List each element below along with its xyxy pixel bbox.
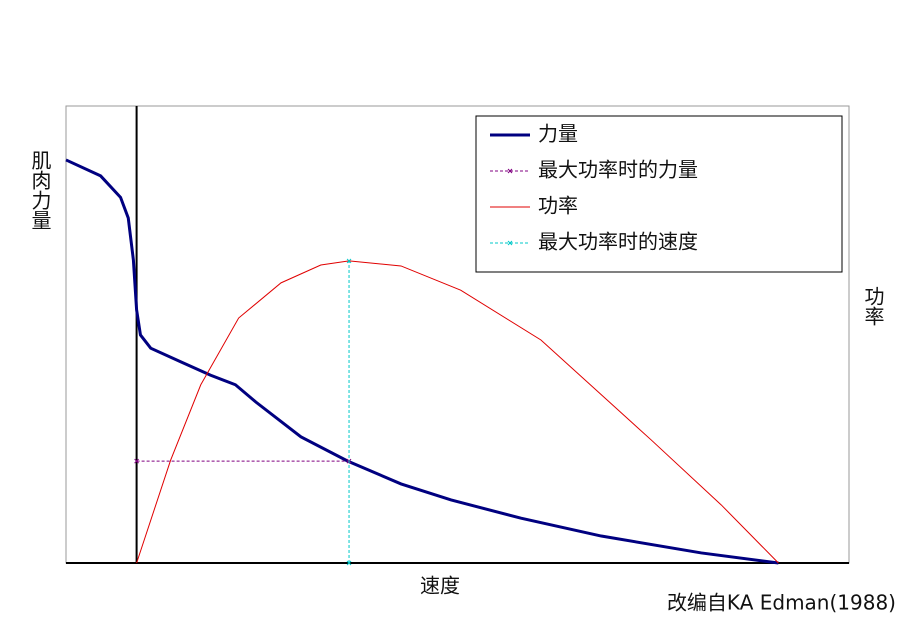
- legend-marker: [507, 168, 513, 174]
- point-marker: [346, 560, 352, 566]
- y-axis-label: 肌肉力量: [28, 150, 52, 230]
- series-line: [65, 158, 779, 565]
- point-marker: [346, 258, 352, 264]
- series-line: [136, 260, 779, 564]
- legend-label: 最大功率时的力量: [538, 158, 698, 182]
- y2-axis-label: 功率: [861, 286, 885, 326]
- legend-label: 最大功率时的速度: [538, 230, 698, 254]
- legend-box: [475, 115, 843, 273]
- legend-marker: [507, 240, 513, 246]
- legend-label: 力量: [538, 122, 578, 146]
- source-note: 改编自KA Edman(1988): [667, 591, 896, 615]
- point-marker: [134, 458, 139, 464]
- legend-label: 功率: [538, 194, 578, 218]
- x-axis-label: 速度: [420, 574, 460, 598]
